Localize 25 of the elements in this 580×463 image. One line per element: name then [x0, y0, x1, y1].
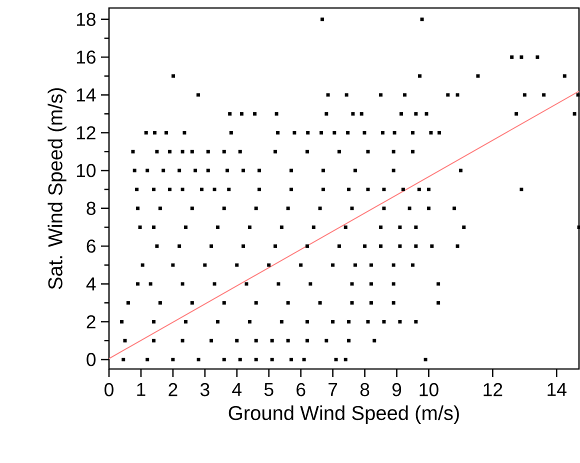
x-tick-label: 6	[296, 383, 306, 396]
x-tick-label: 5	[264, 383, 274, 396]
y-tick-label: 4	[86, 278, 96, 290]
x-tick-label: 2	[168, 383, 178, 396]
y-tick-label: 16	[76, 50, 96, 64]
y-axis-title: Sat. Wind Speed (m/s)	[48, 88, 66, 290]
x-tick-label: 0	[104, 383, 114, 396]
y-tick-label: 2	[86, 315, 96, 328]
y-tick-label: 6	[86, 240, 96, 253]
x-tick-label: 8	[360, 383, 370, 396]
x-tick-label: 9	[392, 383, 402, 396]
x-tick-label: 4	[232, 383, 242, 396]
y-tick-label: 0	[86, 352, 96, 366]
x-tick-label: 14	[548, 383, 566, 396]
y-tick-label: 10	[76, 164, 96, 178]
y-tick-label: 8	[86, 202, 96, 215]
x-tick-label: 3	[200, 383, 210, 396]
y-tick-label: 12	[76, 126, 96, 140]
x-tick-label: 1	[137, 383, 146, 396]
x-tick-label: 12	[484, 383, 502, 396]
x-tick-label: 7	[328, 383, 338, 396]
x-axis-title: Ground Wind Speed (m/s)	[228, 405, 459, 424]
y-tick-label: 14	[76, 88, 96, 102]
x-tick-label: 10	[420, 383, 438, 396]
y-tick-label: 18	[76, 12, 96, 26]
